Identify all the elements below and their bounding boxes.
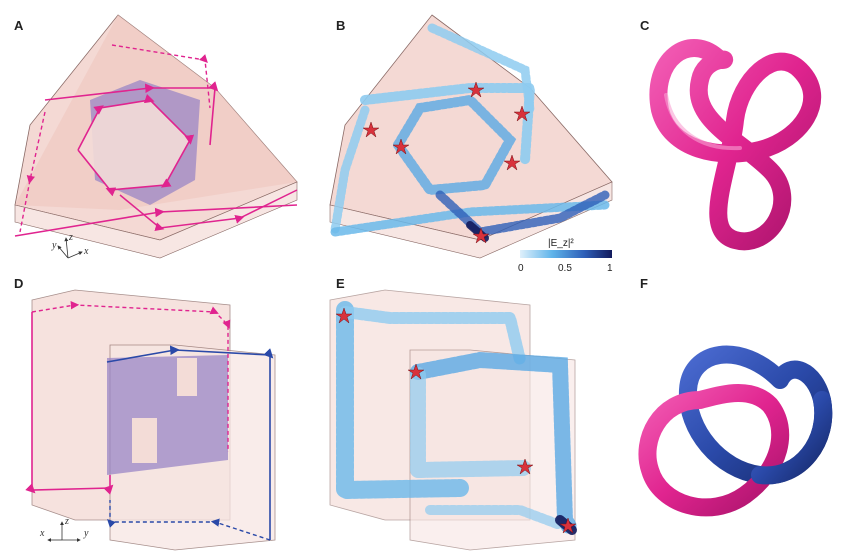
panel-label-b: B: [336, 18, 346, 33]
star-marker: [467, 81, 485, 98]
axis-label-z-top: z: [68, 232, 73, 243]
purple-face-notch: [132, 418, 157, 463]
edge-path-dashed-left: [19, 111, 46, 233]
panel-f-link: [638, 345, 833, 517]
blue-bottom-dashed: [107, 500, 271, 541]
colorbar-gradient: [520, 250, 612, 258]
axes-top: y z x: [51, 232, 89, 259]
magenta-top-dashed: [31, 301, 231, 452]
panel-label-d: D: [14, 276, 24, 291]
panel-a-diagram: y z x: [14, 14, 298, 259]
star-marker: [407, 363, 425, 380]
panel-b-diagram: |E_z|² 0 0.5 1: [329, 14, 613, 274]
colorbar-tick-1: 0.5: [558, 263, 572, 274]
knot-highlight: [664, 93, 742, 151]
edge-path-dashed: [111, 44, 211, 109]
panel-label-c: C: [640, 18, 650, 33]
star-marker: [503, 154, 521, 171]
axis-label-y-top: y: [51, 240, 57, 251]
colorbar-title: |E_z|²: [548, 238, 574, 249]
colorbar-tick-2: 1: [607, 263, 613, 274]
blue-loop: [106, 345, 274, 540]
star-marker: [516, 458, 534, 475]
panel-label-e: E: [336, 276, 345, 291]
star-marker: [472, 227, 490, 244]
purple-face-notch-top: [177, 358, 197, 396]
star-marker: [513, 105, 531, 122]
star-marker: [559, 517, 577, 534]
field-intensity: [330, 23, 610, 242]
panel-c-trefoil-knot: [649, 39, 822, 251]
panel-label-f: F: [640, 276, 648, 291]
star-marker: [392, 138, 410, 155]
magenta-loop: [25, 312, 114, 495]
link-tube-magenta: [638, 384, 790, 517]
hex-loop: [77, 93, 195, 197]
knot-tube: [649, 39, 822, 251]
axes-bottom: x z y: [39, 516, 89, 542]
star-marker: [362, 121, 380, 138]
link-tube-blue-over: [751, 391, 833, 485]
axis-label-x-top: x: [83, 246, 89, 257]
panel-label-a: A: [14, 18, 24, 33]
link-tube-blue: [678, 345, 833, 485]
edge-path-lower: [119, 189, 298, 232]
axis-label-z-bottom: z: [64, 516, 69, 527]
box-slab-front-e: [409, 349, 576, 551]
colorbar: |E_z|² 0 0.5 1: [518, 238, 613, 274]
source-stars-e: [335, 307, 577, 534]
axis-label-x-bottom: x: [39, 528, 45, 539]
panel-d-diagram: x z y: [25, 289, 276, 551]
source-stars: [362, 81, 531, 244]
axis-label-y-bottom: y: [83, 528, 89, 539]
purple-face: [107, 355, 228, 475]
triangle-slab-side: [14, 181, 298, 259]
panel-e-diagram: [329, 289, 578, 551]
star-marker: [335, 307, 353, 324]
edge-path-outer: [14, 204, 298, 237]
colorbar-tick-0: 0: [518, 263, 524, 274]
